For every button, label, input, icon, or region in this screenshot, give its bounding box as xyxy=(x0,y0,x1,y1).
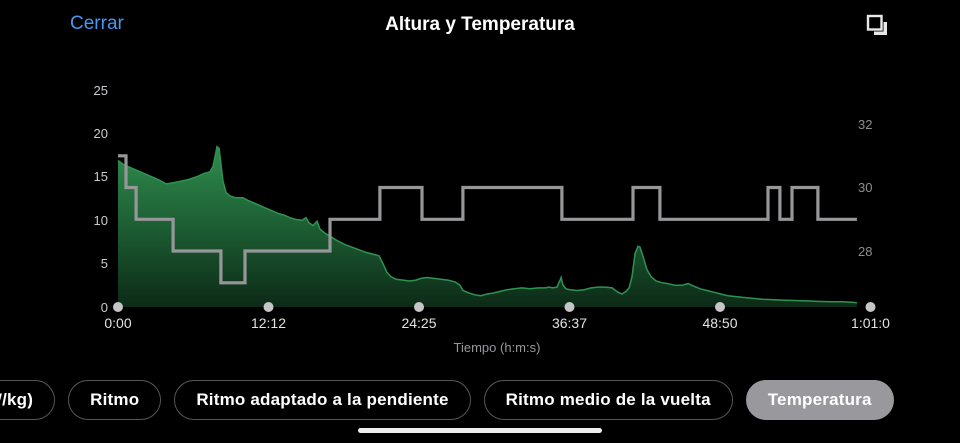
page-title: Altura y Temperatura xyxy=(280,14,680,36)
overlapping-squares-icon xyxy=(863,11,891,39)
filter-temperatura[interactable]: Temperatura xyxy=(746,380,894,420)
x-tick-dot xyxy=(565,302,575,312)
right-axis-tick-label: 30 xyxy=(858,181,894,194)
x-tick-dot xyxy=(866,302,876,312)
x-axis-tick-label: 24:25 xyxy=(383,316,455,330)
x-axis-tick-label: 48:50 xyxy=(684,316,756,330)
filter-ritmo-adaptado-a-la-pendiente[interactable]: Ritmo adaptado a la pendiente xyxy=(174,380,470,420)
close-button[interactable]: Cerrar xyxy=(70,13,124,35)
top-bar: Cerrar Altura y Temperatura xyxy=(0,0,960,50)
x-axis-title: Tiempo (h:m:s) xyxy=(397,340,597,355)
x-axis-tick-label: 12:12 xyxy=(233,316,305,330)
left-axis-tick-label: 15 xyxy=(76,170,108,183)
metric-filter-row: (W/kg) Ritmo Ritmo adaptado a la pendiente… xyxy=(0,380,894,420)
x-axis-tick-label: 1:01:0 xyxy=(835,316,907,330)
filter-ritmo[interactable]: Ritmo xyxy=(68,380,161,420)
left-axis-tick-label: 5 xyxy=(76,257,108,270)
x-tick-dot xyxy=(264,302,274,312)
left-axis-tick-label: 10 xyxy=(76,214,108,227)
x-axis-tick-label: 36:37 xyxy=(534,316,606,330)
chart-plot[interactable]: 0 5 10 15 20 25 28 30 32 0:00 12:12 24:25 36:37 48:50… xyxy=(0,0,960,375)
x-tick-dot xyxy=(414,302,424,312)
left-axis-tick-label: 0 xyxy=(76,301,108,314)
right-axis-tick-label: 32 xyxy=(858,118,894,131)
right-axis-tick-label: 28 xyxy=(858,245,894,258)
left-axis-tick-label: 25 xyxy=(76,84,108,97)
home-indicator[interactable] xyxy=(358,428,602,433)
left-axis-tick-label: 20 xyxy=(76,127,108,140)
expand-button[interactable] xyxy=(860,9,894,43)
filter-w-kg[interactable]: (W/kg) xyxy=(0,380,55,420)
x-tick-dot xyxy=(715,302,725,312)
filter-ritmo-medio-de-la-vuelta[interactable]: Ritmo medio de la vuelta xyxy=(484,380,733,420)
x-axis-tick-label: 0:00 xyxy=(82,316,154,330)
x-tick-dot xyxy=(113,302,123,312)
